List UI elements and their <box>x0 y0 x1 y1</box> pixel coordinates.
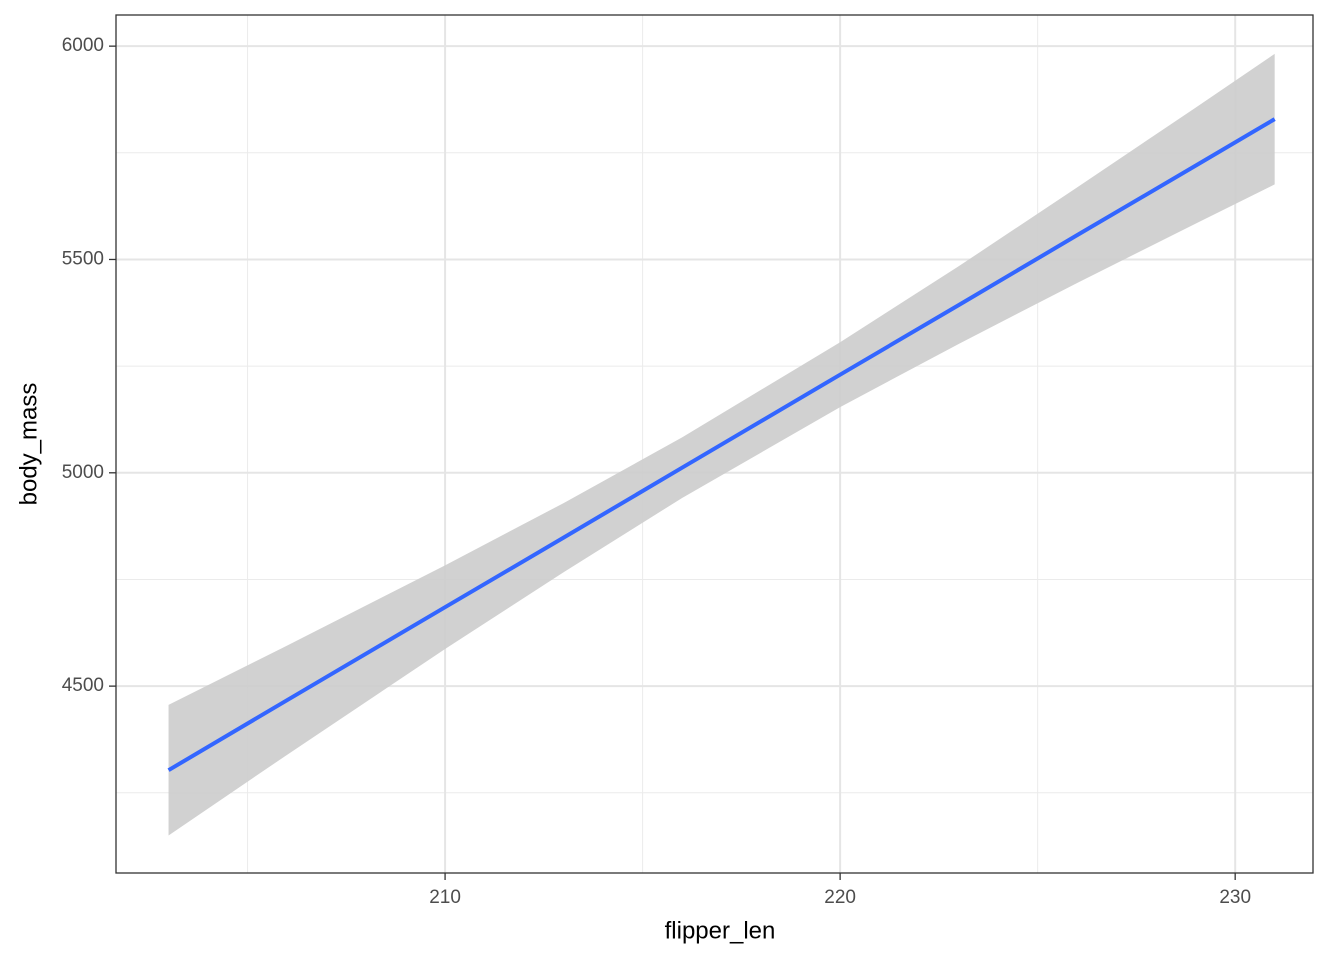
y-tick-label: 5000 <box>62 462 104 483</box>
y-tick-label: 5500 <box>62 248 104 269</box>
x-tick-label: 220 <box>824 887 856 908</box>
fit-line <box>167 117 1276 772</box>
y-axis-title: body_mass <box>15 383 42 506</box>
x-axis-title: flipper_len <box>665 917 776 944</box>
x-tick-label: 210 <box>429 887 461 908</box>
x-tick-label: 230 <box>1219 887 1251 908</box>
panel-border <box>115 14 1314 874</box>
y-tick-label: 6000 <box>62 35 104 56</box>
y-tick-label: 4500 <box>62 675 104 696</box>
